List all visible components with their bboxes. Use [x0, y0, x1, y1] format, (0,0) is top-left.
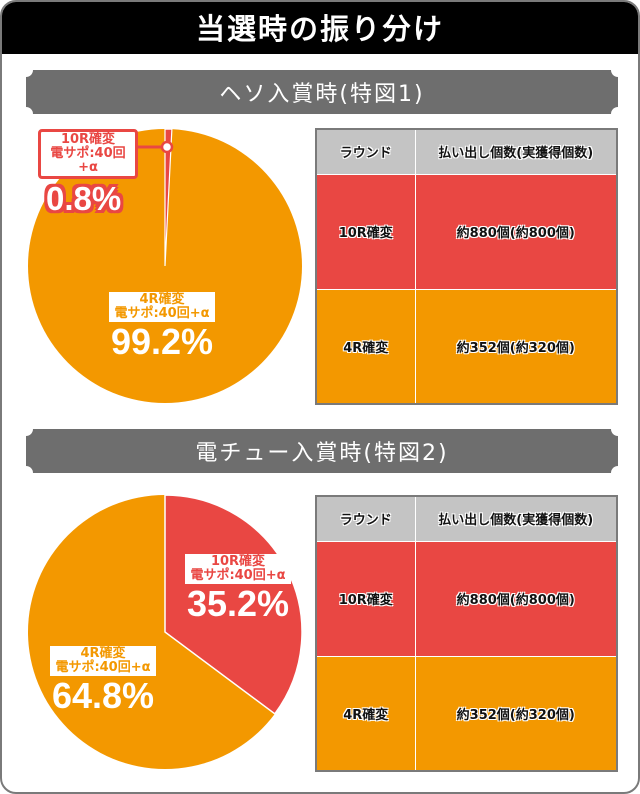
slice-label-line2: 電サポ:40回+α — [190, 568, 286, 583]
banner-notch — [19, 107, 33, 121]
section-banner-denchu: 電チュー入賞時(特図2) — [19, 422, 625, 480]
callout-4r-denchu: 4R確変 電サポ:40回+α 64.8% — [42, 646, 164, 714]
banner-notch — [611, 63, 625, 77]
slice-percent: 35.2% — [186, 583, 290, 624]
table-header-row: ラウンド 払い出し個数(実獲得個数) — [315, 128, 618, 175]
cell-payout: 約352個(約320個) — [414, 288, 618, 405]
cell-round: 10R確変 — [315, 540, 416, 657]
table-row: 10R確変 約880個(約800個) — [315, 540, 618, 657]
slice-label-line2: 電サポ:40回+α — [114, 306, 210, 321]
pie-chart-denchu: 10R確変 電サポ:40回+α 35.2% 4R確変 電サポ:40回+α 64.… — [2, 490, 322, 790]
slice-label-line2: 電サポ:40回+α — [55, 660, 151, 675]
callout-dot-icon — [160, 140, 174, 154]
header-payout: 払い出し個数(実獲得個数) — [414, 495, 618, 542]
slice-label-line1: 10R確変 — [60, 132, 116, 147]
cell-payout: 約880個(約800個) — [414, 540, 618, 657]
slice-percent: 0.8% — [46, 180, 122, 217]
callout-tag: 10R確変 電サポ:40回+α — [38, 129, 138, 179]
slice-10r — [164, 128, 173, 267]
banner-notch — [611, 466, 625, 480]
banner-notch — [611, 107, 625, 121]
callout-4r-heso: 4R確変 電サポ:40回+α 99.2% — [97, 292, 227, 360]
banner-notch — [611, 422, 625, 436]
slice-percent: 64.8% — [51, 675, 155, 716]
slice-label-line1: 4R確変 — [80, 646, 126, 661]
cell-round: 4R確変 — [315, 288, 416, 405]
banner-label: ヘソ入賞時(特図1) — [219, 82, 425, 107]
payout-table-heso: ラウンド 払い出し個数(実獲得個数) 10R確変 約880個(約800個) 4R… — [315, 128, 618, 405]
banner-label: 電チュー入賞時(特図2) — [195, 441, 449, 466]
cell-payout: 約352個(約320個) — [414, 655, 618, 772]
cell-payout: 約880個(約800個) — [414, 173, 618, 290]
banner-notch — [19, 422, 33, 436]
table-row: 4R確変 約352個(約320個) — [315, 288, 618, 405]
callout-tag: 4R確変 電サポ:40回+α — [109, 292, 215, 322]
callout-10r-heso: 10R確変 電サポ:40回+α 0.8% — [38, 129, 138, 217]
pie-chart-svg — [28, 494, 303, 769]
header-round: ラウンド — [315, 495, 416, 542]
table-row: 10R確変 約880個(約800個) — [315, 173, 618, 290]
callout-tag: 4R確変 電サポ:40回+α — [50, 646, 156, 676]
cell-round: 4R確変 — [315, 655, 416, 772]
callout-tag: 10R確変 電サポ:40回+α — [185, 554, 291, 584]
section-banner-heso: ヘソ入賞時(特図1) — [19, 63, 625, 121]
slice-label-line1: 10R確変 — [210, 554, 266, 569]
callout-10r-denchu: 10R確変 電サポ:40回+α 35.2% — [178, 554, 298, 622]
banner-notch — [19, 63, 33, 77]
slice-label-line2: 電サポ:40回+α — [50, 146, 126, 175]
payout-table-denchu: ラウンド 払い出し個数(実獲得個数) 10R確変 約880個(約800個) 4R… — [315, 495, 618, 772]
pie-chart-heso: 10R確変 電サポ:40回+α 0.8% 4R確変 電サポ:40回+α 99.2… — [2, 122, 322, 422]
banner-notch — [19, 466, 33, 480]
pie-chart-svg — [28, 128, 302, 403]
header-payout: 払い出し個数(実獲得個数) — [414, 128, 618, 175]
header-round: ラウンド — [315, 128, 416, 175]
slice-label-line1: 4R確変 — [139, 292, 185, 307]
page-title: 当選時の振り分け — [2, 2, 638, 54]
table-header-row: ラウンド 払い出し個数(実獲得個数) — [315, 495, 618, 542]
cell-round: 10R確変 — [315, 173, 416, 290]
table-row: 4R確変 約352個(約320個) — [315, 655, 618, 772]
slice-percent: 99.2% — [110, 321, 214, 362]
